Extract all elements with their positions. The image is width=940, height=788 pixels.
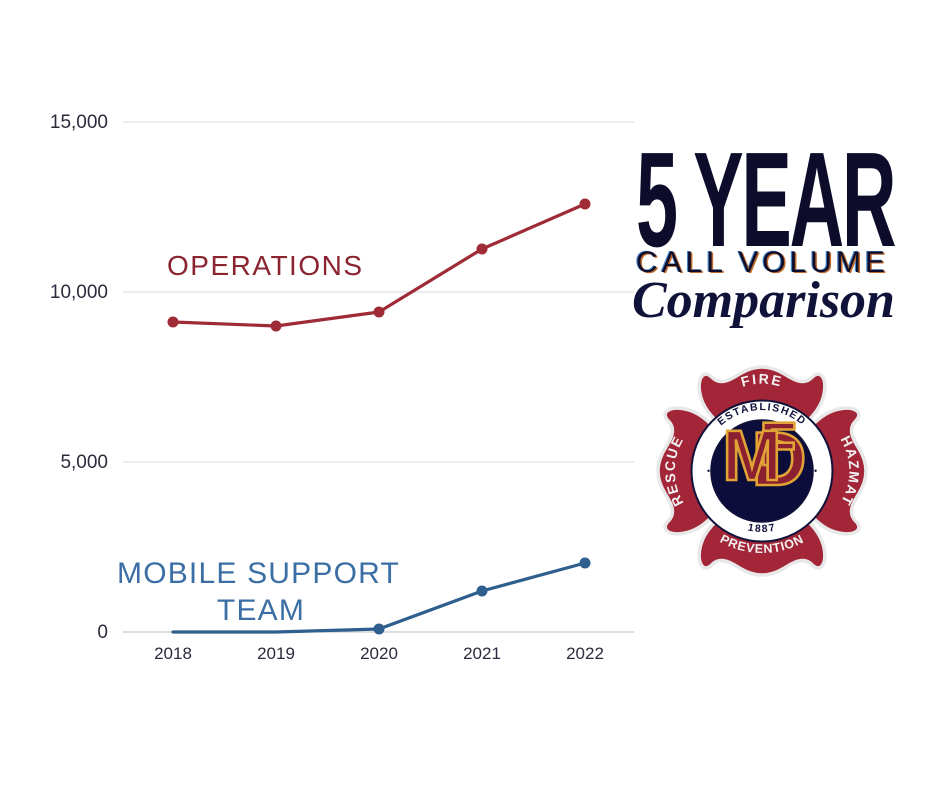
svg-text:1887: 1887 [747, 521, 777, 535]
svg-text:•: • [814, 466, 817, 476]
svg-text:M: M [722, 417, 781, 496]
svg-text:•: • [707, 466, 710, 476]
